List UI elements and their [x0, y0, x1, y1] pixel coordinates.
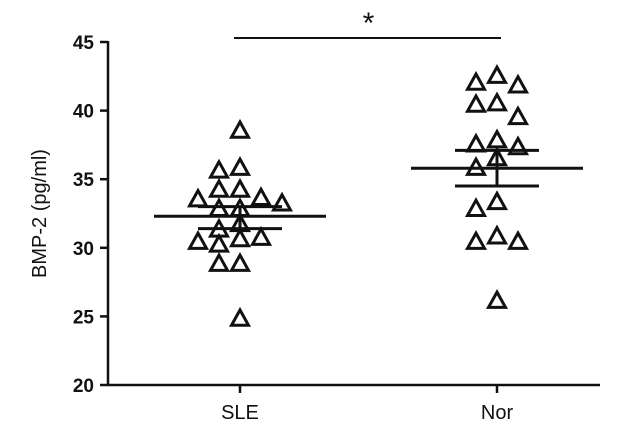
- point-nor-4: [464, 92, 488, 113]
- significance-annotation: *: [234, 7, 501, 40]
- point-sle-5: [249, 186, 273, 207]
- point-sle-12: [249, 225, 273, 246]
- point-sle-3: [228, 177, 252, 198]
- point-sle-0: [228, 118, 252, 139]
- point-sle-7: [270, 191, 294, 212]
- point-nor-11: [485, 190, 509, 211]
- point-nor-16: [485, 289, 509, 309]
- y-tick-label-35: 35: [73, 170, 95, 191]
- point-nor-10: [464, 155, 488, 176]
- point-sle-4: [207, 177, 231, 198]
- x-tick-label-nor: Nor: [481, 402, 514, 424]
- point-sle-2: [207, 158, 231, 179]
- point-sle-1: [228, 155, 252, 176]
- y-tick-label-40: 40: [73, 102, 94, 123]
- point-nor-12: [464, 197, 488, 218]
- point-nor-14: [464, 230, 488, 250]
- point-sle-14: [186, 230, 210, 250]
- y-tick-label-25: 25: [73, 307, 95, 328]
- point-sle-18: [228, 306, 252, 327]
- y-tick-label-20: 20: [73, 376, 94, 397]
- y-tick-label-30: 30: [73, 239, 94, 260]
- y-tick-label-45: 45: [73, 33, 95, 54]
- point-nor-15: [506, 230, 530, 250]
- point-nor-13: [485, 224, 509, 245]
- point-nor-0: [485, 64, 509, 84]
- point-nor-5: [506, 105, 530, 126]
- x-axis: SLE Nor: [107, 383, 600, 424]
- x-tick-label-sle: SLE: [221, 402, 259, 424]
- point-nor-8: [506, 135, 530, 156]
- point-sle-16: [228, 251, 252, 272]
- point-nor-1: [464, 70, 488, 91]
- y-axis: 20 25 30 35 40 45 BMP-2 (pg/ml): [29, 33, 110, 397]
- point-sle-15: [207, 232, 231, 253]
- significance-star: *: [363, 7, 375, 40]
- point-nor-6: [485, 128, 509, 149]
- point-nor-3: [485, 91, 509, 112]
- data-points: [186, 64, 530, 327]
- mean-sem-bars: [154, 148, 583, 231]
- y-axis-title: BMP-2 (pg/ml): [29, 149, 51, 278]
- point-nor-2: [506, 73, 530, 94]
- point-nor-7: [464, 132, 488, 153]
- point-sle-17: [207, 251, 231, 272]
- point-sle-13: [228, 227, 252, 248]
- point-sle-6: [186, 187, 210, 208]
